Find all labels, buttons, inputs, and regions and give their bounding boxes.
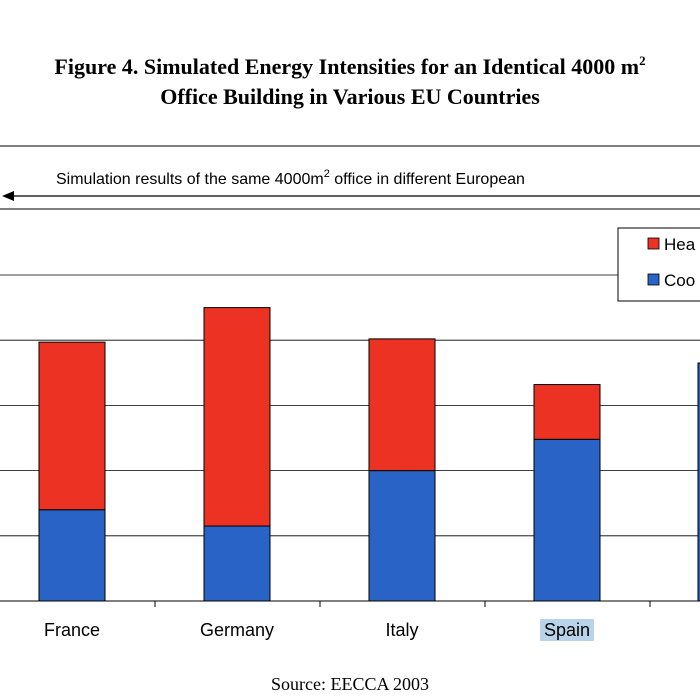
highlight-spain bbox=[540, 619, 594, 641]
figure-title-line-1: Figure 4. Simulated Energy Intensities f… bbox=[54, 53, 646, 79]
legend-swatch-hea bbox=[647, 237, 660, 250]
legend-swatch-coo bbox=[647, 273, 660, 286]
category-label-france: France bbox=[44, 620, 100, 640]
figure-title: Figure 4. Simulated Energy Intensities f… bbox=[0, 52, 700, 112]
category-label-spain: Spain bbox=[544, 620, 590, 640]
legend: Hea Coo bbox=[617, 227, 700, 302]
figure-title-line-2: Office Building in Various EU Countries bbox=[160, 84, 540, 109]
bar-germany-coo bbox=[203, 525, 271, 602]
bar-france-hea bbox=[38, 341, 106, 511]
bar-italy-hea bbox=[368, 338, 436, 472]
category-label-italy: Italy bbox=[385, 620, 418, 640]
x-axis bbox=[0, 600, 700, 607]
bar-italy-coo bbox=[368, 470, 436, 602]
annotation: Simulation results of the same 4000m2 of… bbox=[2, 168, 700, 201]
category-labels: France Germany Italy Spain bbox=[44, 619, 594, 641]
legend-label-hea: Hea bbox=[664, 235, 696, 254]
bars bbox=[38, 307, 700, 602]
legend-label-coo: Coo bbox=[664, 271, 695, 290]
category-label-germany: Germany bbox=[200, 620, 274, 640]
stacked-bar-chart: France Germany Italy Spain Simulation resul… bbox=[0, 145, 700, 641]
annotation-text: Simulation results of the same 4000m2 of… bbox=[56, 168, 525, 188]
annotation-arrow-head bbox=[2, 191, 14, 201]
bar-spain-hea bbox=[533, 384, 601, 440]
bar-germany-hea bbox=[203, 307, 271, 527]
bar-spain-coo bbox=[533, 438, 601, 602]
bar-france-coo bbox=[38, 509, 106, 602]
plot-frame bbox=[0, 145, 700, 210]
bar-offscreen-edge bbox=[697, 362, 700, 602]
source-note: Source: EECCA 2003 bbox=[271, 674, 429, 694]
